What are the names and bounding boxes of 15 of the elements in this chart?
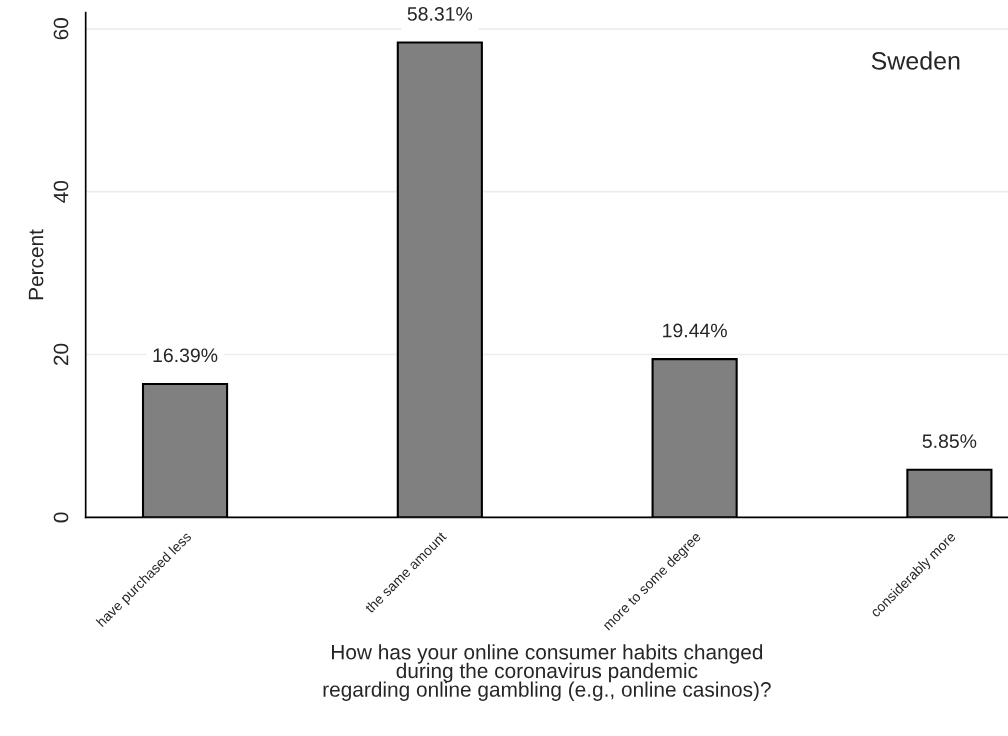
data-label: 5.85% (922, 434, 977, 449)
y-tick-label: 60 (53, 18, 69, 40)
data-label: 58.31% (407, 7, 473, 21)
bar (651, 358, 738, 518)
y-axis-title: Percent (28, 229, 44, 300)
data-label: 19.44% (663, 323, 727, 338)
bar (141, 382, 229, 518)
x-axis-title: How has your online consumer habits changed during the coronavirus pandemic regarding online gambling (e.g., online casinos)? (323, 644, 771, 701)
data-label: 16.39% (153, 348, 218, 363)
annotation: Sweden (871, 51, 960, 70)
y-tick-label: 0 (53, 512, 69, 523)
bar (396, 41, 483, 518)
y-tick-label: 20 (53, 343, 69, 366)
bar (906, 468, 993, 518)
y-tick-label: 40 (53, 180, 69, 203)
